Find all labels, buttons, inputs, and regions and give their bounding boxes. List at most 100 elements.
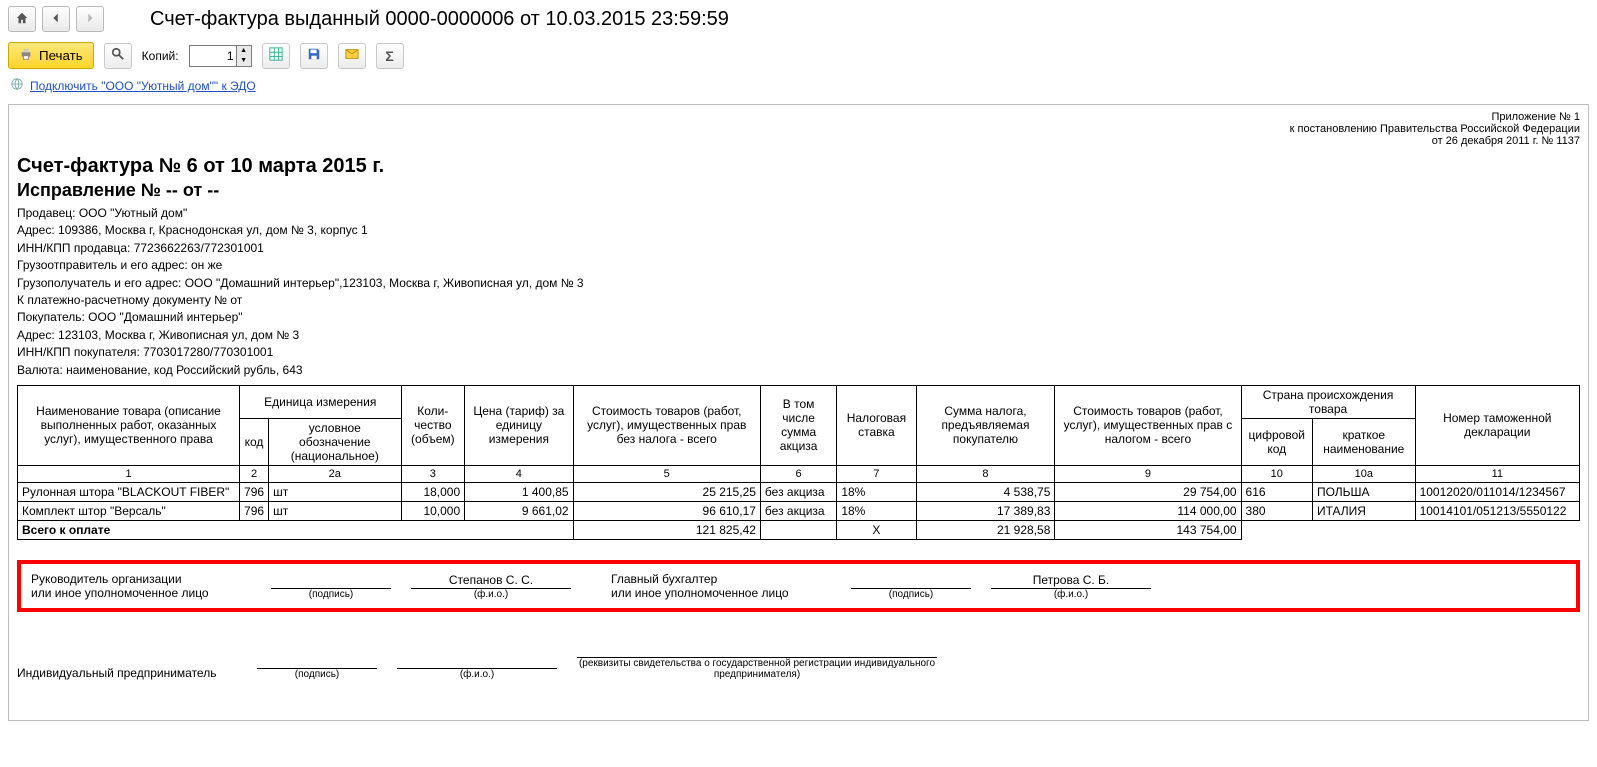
total-row: Всего к оплате 121 825,42 Х 21 928,58 14… xyxy=(18,520,1580,539)
save-button[interactable] xyxy=(300,43,328,69)
cell: 10,000 xyxy=(401,501,465,520)
edo-link[interactable]: Подключить "ООО "Уютный дом"" к ЭДО xyxy=(30,79,256,93)
cell: 17 389,83 xyxy=(916,501,1055,520)
edo-row: Подключить "ООО "Уютный дом"" к ЭДО xyxy=(0,73,1597,98)
envelope-icon xyxy=(345,47,359,64)
magnifier-icon xyxy=(111,47,125,64)
director-signature-slot: (подпись) xyxy=(271,573,391,600)
th-unit-code: код xyxy=(240,418,269,465)
cell: 114 000,00 xyxy=(1055,501,1241,520)
cell: ИТАЛИЯ xyxy=(1312,501,1415,520)
cell: Рулонная штора "BLACKOUT FIBER" xyxy=(18,482,240,501)
invoice-title: Счет-фактура № 6 от 10 марта 2015 г. xyxy=(17,155,1580,178)
home-icon xyxy=(15,11,29,28)
signature-highlight-box: Руководитель организации или иное уполно… xyxy=(17,560,1580,612)
th-unit-name: условное обозначение (национальное) xyxy=(269,418,401,465)
consignor: Грузоотправитель и его адрес: он же xyxy=(17,257,1580,274)
total-withtax: 143 754,00 xyxy=(1055,520,1241,539)
colnum: 6 xyxy=(760,465,836,482)
cell: 796 xyxy=(240,501,269,520)
cell: 18,000 xyxy=(401,482,465,501)
cell: 616 xyxy=(1241,482,1312,501)
cell: 380 xyxy=(1241,501,1312,520)
accountant-name-slot: Петрова С. Б. (ф.и.о.) xyxy=(991,573,1151,600)
email-button[interactable] xyxy=(338,43,366,69)
topbar: Счет-фактура выданный 0000-0000006 от 10… xyxy=(0,0,1597,38)
copies-spinner: ▲ ▼ xyxy=(237,45,252,67)
th-taxsum: Сумма налога, предъявляемая покупателю xyxy=(916,385,1055,465)
colnum: 4 xyxy=(465,465,573,482)
column-numbers-row: 1 2 2а 3 4 5 6 7 8 9 10 10а 11 xyxy=(18,465,1580,482)
cell: шт xyxy=(269,482,401,501)
th-unit: Единица измерения xyxy=(240,385,402,418)
colnum: 1 xyxy=(18,465,240,482)
legal-line: Приложение № 1 xyxy=(17,111,1580,123)
director-name-slot: Степанов С. С. (ф.и.о.) xyxy=(411,573,571,600)
entrepreneur-signature-slot: (подпись) xyxy=(257,653,377,680)
colnum: 8 xyxy=(916,465,1055,482)
th-excise: В том числе сумма акциза xyxy=(760,385,836,465)
table-row: Комплект штор "Версаль"796шт10,0009 661,… xyxy=(18,501,1580,520)
cell: 25 215,25 xyxy=(573,482,760,501)
cell: 18% xyxy=(837,482,916,501)
entrepreneur-signature-row: Индивидуальный предприниматель (подпись)… xyxy=(17,642,1580,680)
copies-input[interactable] xyxy=(189,45,237,67)
cell: шт xyxy=(269,501,401,520)
entrepreneur-label: Индивидуальный предприниматель xyxy=(17,666,237,680)
accountant-signature-slot: (подпись) xyxy=(851,573,971,600)
nav-forward-button[interactable] xyxy=(76,6,104,32)
th-name: Наименование товара (описание выполненны… xyxy=(18,385,240,465)
buyer-address: Адрес: 123103, Москва г, Живописная ул, … xyxy=(17,327,1580,344)
director-signature-group: Руководитель организации или иное уполно… xyxy=(31,572,571,600)
info-block: Продавец: ООО "Уютный дом" Адрес: 109386… xyxy=(17,205,1580,379)
th-country: Страна происхождения товара xyxy=(1241,385,1415,418)
cell: без акциза xyxy=(760,501,836,520)
toolbar: Печать Копий: ▲ ▼ Σ xyxy=(0,38,1597,73)
table-icon xyxy=(269,47,283,64)
colnum: 5 xyxy=(573,465,760,482)
cell: 10014101/051213/5550122 xyxy=(1415,501,1579,520)
director-label: Руководитель организации или иное уполно… xyxy=(31,572,251,600)
nav-back-button[interactable] xyxy=(42,6,70,32)
seller-name: Продавец: ООО "Уютный дом" xyxy=(17,205,1580,222)
cell: 96 610,17 xyxy=(573,501,760,520)
arrow-left-icon xyxy=(49,11,63,28)
spinner-up-button[interactable]: ▲ xyxy=(237,46,251,56)
buyer-inn: ИНН/КПП покупателя: 7703017280/770301001 xyxy=(17,344,1580,361)
cell: ПОЛЬША xyxy=(1312,482,1415,501)
buyer-name: Покупатель: ООО "Домашний интерьер" xyxy=(17,309,1580,326)
consignee: Грузополучатель и его адрес: ООО "Домашн… xyxy=(17,275,1580,292)
th-cost-notax: Стоимость товаров (работ, услуг), имущес… xyxy=(573,385,760,465)
cell: 9 661,02 xyxy=(465,501,573,520)
colnum: 11 xyxy=(1415,465,1579,482)
cell: Комплект штор "Версаль" xyxy=(18,501,240,520)
cell: без акциза xyxy=(760,482,836,501)
print-label: Печать xyxy=(39,48,83,63)
printer-icon xyxy=(19,47,33,64)
colnum: 9 xyxy=(1055,465,1241,482)
colnum: 2а xyxy=(269,465,401,482)
copies-label: Копий: xyxy=(142,49,179,63)
total-taxsum: 21 928,58 xyxy=(916,520,1055,539)
invoice-correction: Исправление № -- от -- xyxy=(17,180,1580,201)
page-title: Счет-фактура выданный 0000-0000006 от 10… xyxy=(150,8,729,31)
entrepreneur-name-slot: (ф.и.о.) xyxy=(397,653,557,680)
colnum: 10 xyxy=(1241,465,1312,482)
preview-button[interactable] xyxy=(104,43,132,69)
th-cost-withtax: Стоимость товаров (работ, услуг), имущес… xyxy=(1055,385,1241,465)
cell: 4 538,75 xyxy=(916,482,1055,501)
th-taxrate: Налоговая ставка xyxy=(837,385,916,465)
total-x: Х xyxy=(837,520,916,539)
table-button[interactable] xyxy=(262,43,290,69)
cell: 10012020/011014/1234567 xyxy=(1415,482,1579,501)
nav-home-button[interactable] xyxy=(8,6,36,32)
colnum: 10а xyxy=(1312,465,1415,482)
accountant-signature-group: Главный бухгалтер или иное уполномоченно… xyxy=(611,572,1151,600)
entrepreneur-reg-slot: (реквизиты свидетельства о государственн… xyxy=(577,642,937,680)
spinner-down-button[interactable]: ▼ xyxy=(237,56,251,66)
print-button[interactable]: Печать xyxy=(8,42,94,69)
seller-address: Адрес: 109386, Москва г, Краснодонская у… xyxy=(17,222,1580,239)
payment-doc: К платежно-расчетному документу № от xyxy=(17,292,1580,309)
invoice-table: Наименование товара (описание выполненны… xyxy=(17,385,1580,540)
sum-button[interactable]: Σ xyxy=(376,43,404,69)
